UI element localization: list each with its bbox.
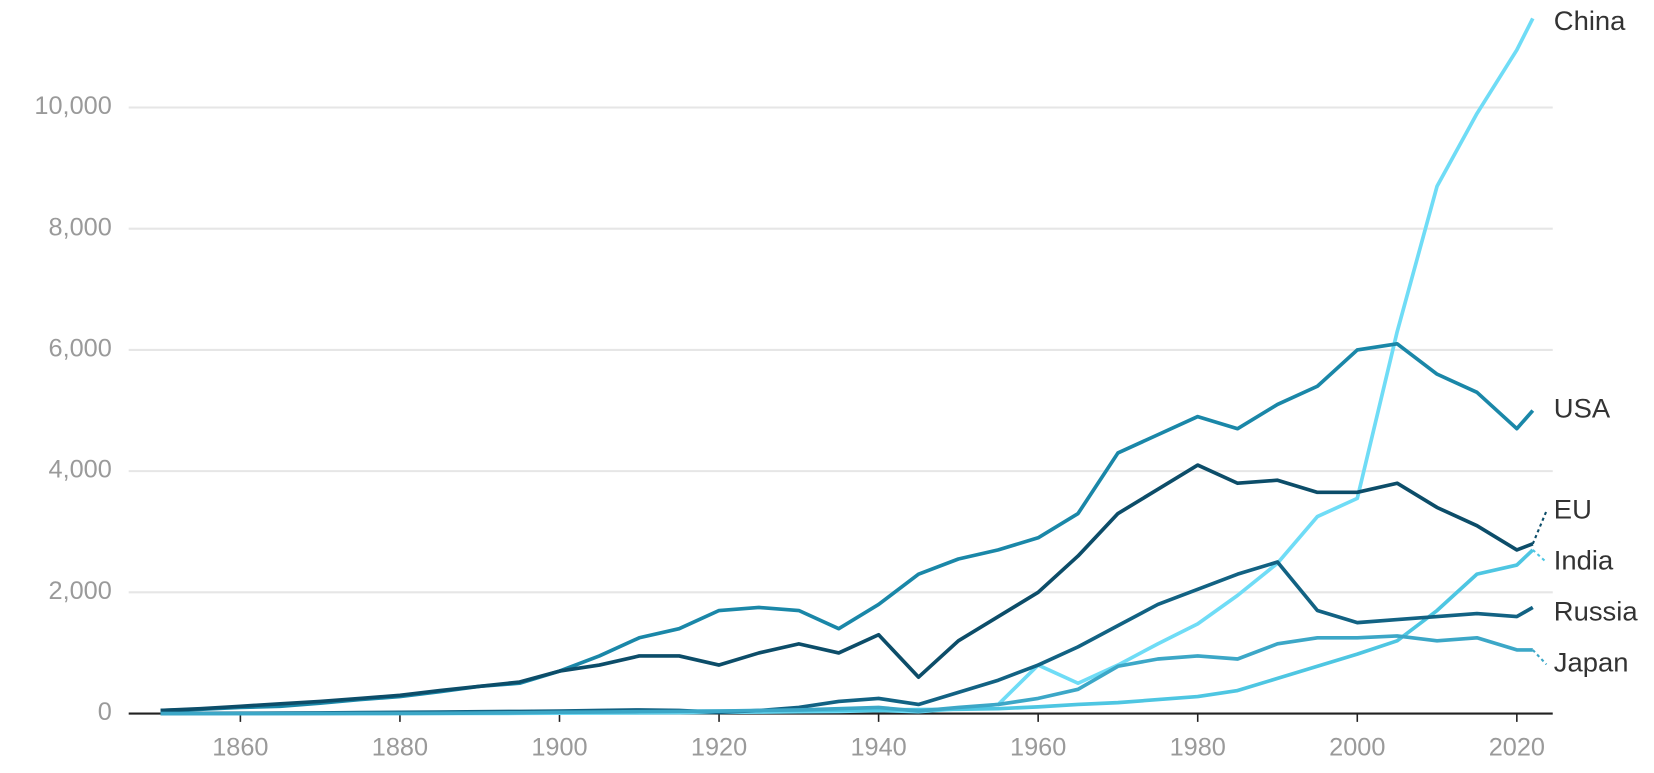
- x-tick-label: 1900: [531, 734, 587, 762]
- series-line: [160, 342, 1535, 713]
- y-tick-label: 6,000: [49, 335, 112, 363]
- series-label: EU: [1554, 493, 1592, 524]
- label-connector: [1532, 549, 1548, 563]
- y-tick-label: 4,000: [49, 456, 112, 484]
- x-tick-label: 1940: [850, 734, 906, 762]
- series-line: [160, 463, 1534, 713]
- x-tick-label: 2020: [1489, 734, 1545, 762]
- series-line: [160, 634, 1533, 716]
- series-line: [160, 17, 1535, 716]
- series-line: [160, 548, 1535, 716]
- x-tick-label: 1860: [212, 734, 268, 762]
- series-label: China: [1554, 5, 1626, 36]
- x-tick-label: 1920: [691, 734, 747, 762]
- series-label: Japan: [1554, 647, 1629, 678]
- y-tick-label: 8,000: [49, 213, 112, 241]
- series-label: USA: [1554, 393, 1611, 424]
- y-tick-label: 0: [98, 698, 112, 726]
- x-tick-label: 1880: [372, 734, 428, 762]
- label-connector: [1531, 510, 1548, 545]
- x-tick-label: 1960: [1010, 734, 1066, 762]
- series-label: India: [1554, 545, 1614, 576]
- series-label: Russia: [1554, 596, 1639, 627]
- y-tick-label: 2,000: [49, 577, 112, 605]
- y-tick-label: 10,000: [34, 92, 111, 120]
- label-connector: [1532, 649, 1548, 666]
- x-tick-label: 1980: [1170, 734, 1226, 762]
- x-tick-label: 2000: [1329, 734, 1385, 762]
